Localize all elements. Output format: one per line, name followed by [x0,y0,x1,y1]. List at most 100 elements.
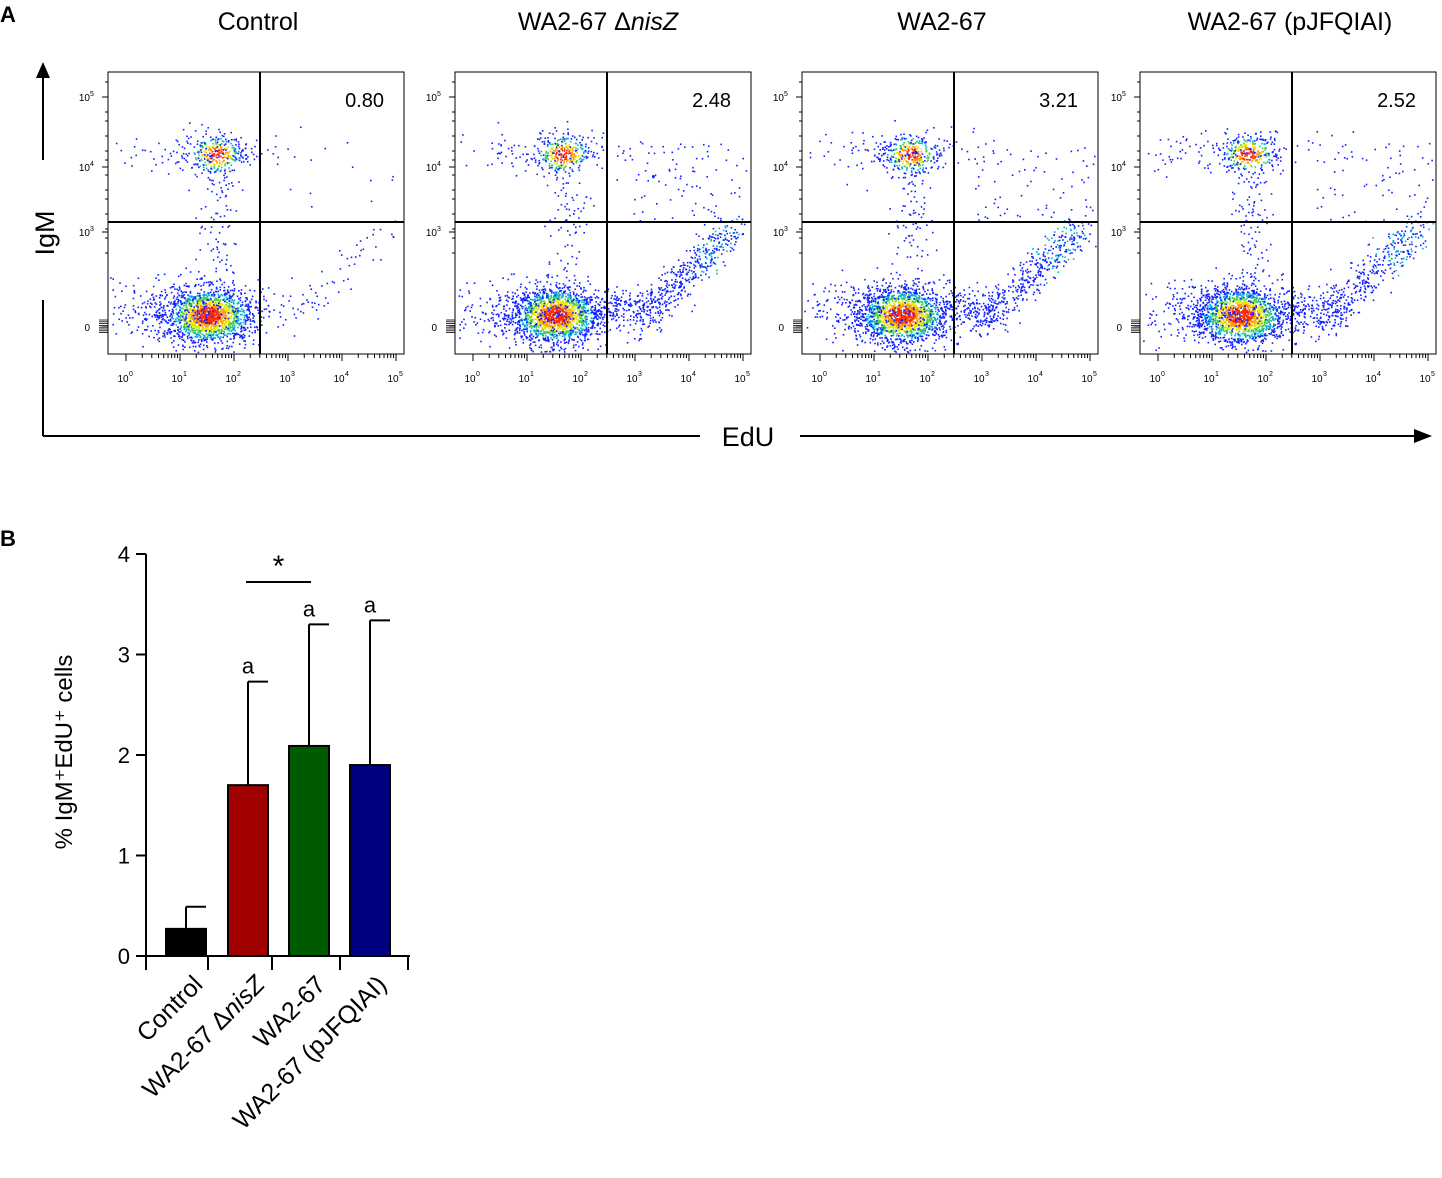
event-dot [256,155,258,158]
event-dot [215,159,217,162]
event-dot [550,310,552,312]
event-dot [534,337,537,339]
event-dot [584,311,587,314]
event-dot [212,163,215,165]
event-dot [586,297,589,299]
event-dot [582,307,585,310]
event-dot [568,145,570,148]
event-dot [224,195,227,198]
event-dot [559,327,562,330]
event-dot [584,333,586,336]
event-dot [161,321,163,324]
event-dot [576,151,579,154]
event-dot [225,151,228,154]
event-dot [461,295,464,298]
event-dot [282,295,284,297]
event-dot [577,319,579,321]
event-dot [496,290,498,292]
event-dot [225,318,228,321]
event-dot [513,144,516,147]
event-dot [182,317,185,320]
event-dot [549,334,552,336]
event-dot [533,311,536,313]
event-dot [569,318,572,320]
event-dot [170,301,172,304]
event-dot [159,308,161,310]
event-dot [219,261,221,263]
event-dot [202,297,204,300]
event-dot [189,313,192,315]
event-dot [202,135,204,138]
event-dot [190,296,193,298]
event-dot [177,300,179,303]
event-dot [166,333,169,335]
event-dot [233,290,235,292]
event-dot [561,321,564,323]
event-dot [713,251,716,253]
event-dot [569,321,572,323]
event-dot [193,312,196,315]
event-dot [200,285,202,287]
event-dot [583,311,585,313]
event-dot [194,285,196,288]
event-dot [574,303,576,306]
event-dot [642,320,644,323]
flow-y-ticks: 10 510 410 30 [79,81,108,334]
event-dot [203,306,206,308]
event-dot [233,319,236,322]
event-dot [118,318,120,321]
event-dot [196,334,198,336]
event-dot [506,294,508,297]
event-dot [498,315,500,318]
event-dot [185,313,188,316]
event-dot [220,150,223,153]
event-dot [545,315,547,318]
event-dot [183,324,186,327]
event-dot [605,344,607,346]
event-dot [202,302,205,305]
event-dot [206,341,208,343]
event-dot [238,150,240,153]
event-dot [161,161,164,164]
event-dot [224,327,227,329]
event-dot [311,206,313,208]
event-dot [152,325,154,327]
event-dot [530,333,533,336]
event-dot [228,329,231,332]
event-dot [199,296,202,299]
event-dot [580,288,582,290]
event-dot [553,158,556,160]
event-dot [502,277,504,279]
event-dot [221,134,224,137]
event-dot [223,328,226,331]
event-dot [571,244,573,247]
event-dot [177,275,180,278]
event-dot [542,312,544,315]
event-dot [225,268,228,271]
event-dot [186,135,188,138]
event-dot [543,305,545,307]
event-dot [540,299,542,302]
event-dot [158,312,161,314]
event-dot [533,153,535,156]
event-dot [567,159,569,161]
event-dot [590,140,593,143]
event-dot [564,327,567,330]
event-dot [310,288,312,290]
event-dot [198,325,200,328]
event-dot [585,315,587,317]
event-dot [136,329,139,332]
event-dot [533,306,536,309]
event-dot [573,223,575,226]
event-dot [191,329,193,331]
event-dot [187,313,189,315]
event-dot [555,178,558,181]
event-dot [567,262,569,265]
event-dot [141,149,144,151]
event-dot [572,199,575,201]
event-dot [177,289,180,292]
event-dot [565,322,567,324]
event-dot [208,300,211,302]
event-dot [229,170,231,173]
